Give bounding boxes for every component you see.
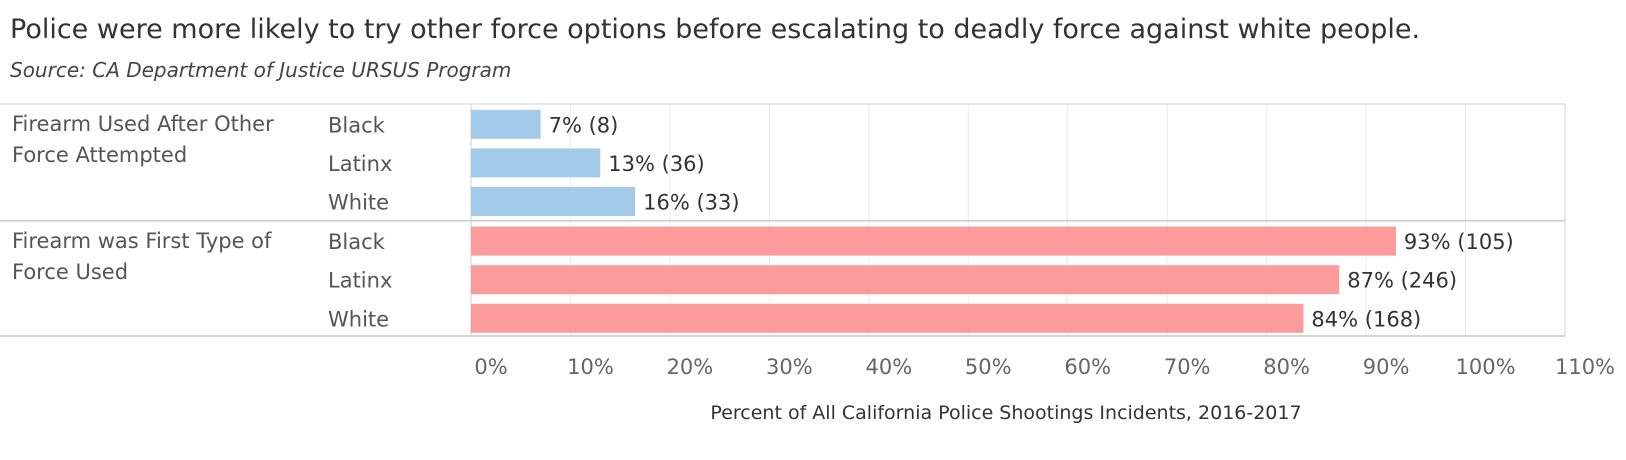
group-label: Firearm Used After Other — [12, 112, 274, 136]
data-label: 13% (36) — [608, 152, 704, 176]
group-label: Force Used — [12, 260, 128, 284]
chart-title: Police were more likely to try other for… — [10, 14, 1421, 45]
data-label: 16% (33) — [643, 191, 739, 215]
data-label: 93% (105) — [1404, 230, 1514, 254]
bar — [471, 187, 636, 216]
category-label: Latinx — [328, 152, 392, 176]
x-tick-label: 90% — [1363, 355, 1410, 379]
bar — [471, 226, 1396, 256]
bar — [471, 303, 1304, 333]
x-tick-label: 40% — [865, 355, 912, 379]
data-label: 84% (168) — [1311, 307, 1421, 331]
x-tick-label: 0% — [474, 355, 507, 379]
x-tick-label: 110% — [1555, 355, 1615, 379]
x-tick-label: 70% — [1164, 355, 1211, 379]
x-tick-label: 80% — [1263, 355, 1310, 379]
x-tick-label: 100% — [1456, 355, 1516, 379]
x-tick-label: 10% — [567, 355, 614, 379]
x-tick-label: 20% — [667, 355, 714, 379]
category-label: White — [328, 307, 389, 331]
x-axis-label: Percent of All California Police Shootin… — [710, 402, 1301, 424]
bar — [471, 265, 1340, 295]
x-tick-label: 30% — [766, 355, 813, 379]
data-label: 87% (246) — [1347, 269, 1457, 293]
category-label: Black — [328, 230, 386, 254]
chart-subtitle: Source: CA Department of Justice URSUS P… — [10, 58, 512, 82]
bar — [471, 109, 541, 139]
group-label: Firearm was First Type of — [12, 229, 272, 253]
category-label: White — [328, 191, 389, 215]
x-tick-label: 50% — [965, 355, 1012, 379]
data-label: 7% (8) — [549, 113, 619, 137]
group-label: Force Attempted — [12, 143, 187, 167]
x-tick-label: 60% — [1064, 355, 1111, 379]
category-label: Black — [328, 113, 386, 137]
category-label: Latinx — [328, 269, 392, 293]
bar — [471, 148, 601, 178]
